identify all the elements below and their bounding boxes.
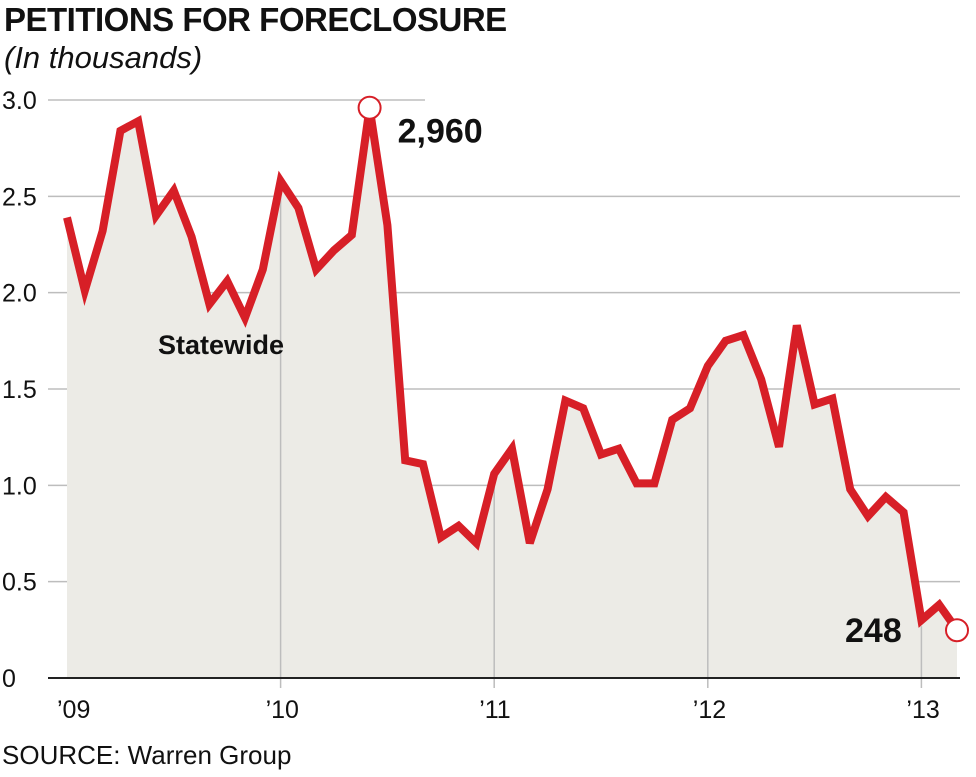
x-axis-ticks: ’09 ’10 ’11 ’12 ’13 (57, 696, 940, 724)
x-tick-label: ’11 (479, 696, 511, 724)
annotation-marker (357, 95, 382, 120)
x-tick-label: ’12 (693, 696, 726, 724)
annotations: 2,960 248 (357, 95, 969, 650)
series-line-statewide (63, 107, 961, 633)
x-tick-label: ’13 (906, 696, 939, 724)
chart-title: PETITIONS FOR FORECLOSURE (4, 1, 507, 38)
chart-subtitle: (In thousands) (4, 40, 203, 75)
source-note: SOURCE: Warren Group (2, 740, 292, 770)
y-tick-label: 2.5 (2, 183, 37, 211)
vertical-grid-lines (279, 186, 923, 688)
y-axis-ticks: 0 0.5 1.0 1.5 2.0 2.5 3.0 (2, 87, 37, 693)
area-fill (67, 107, 957, 678)
x-tick-label: ’09 (57, 696, 90, 724)
annotation-label: 2,960 (398, 113, 483, 151)
y-tick-label: 2.0 (2, 280, 37, 308)
x-tick-label: ’10 (266, 696, 299, 724)
annotation-label: 248 (845, 612, 902, 650)
y-tick-label: 1.5 (2, 376, 37, 404)
annotation-marker (945, 618, 969, 643)
y-tick-label: 3.0 (2, 87, 37, 115)
y-tick-label: 0.5 (2, 569, 37, 597)
y-tick-label: 1.0 (2, 472, 37, 500)
series-label-statewide: Statewide (158, 330, 284, 360)
y-tick-label: 0 (2, 665, 16, 693)
